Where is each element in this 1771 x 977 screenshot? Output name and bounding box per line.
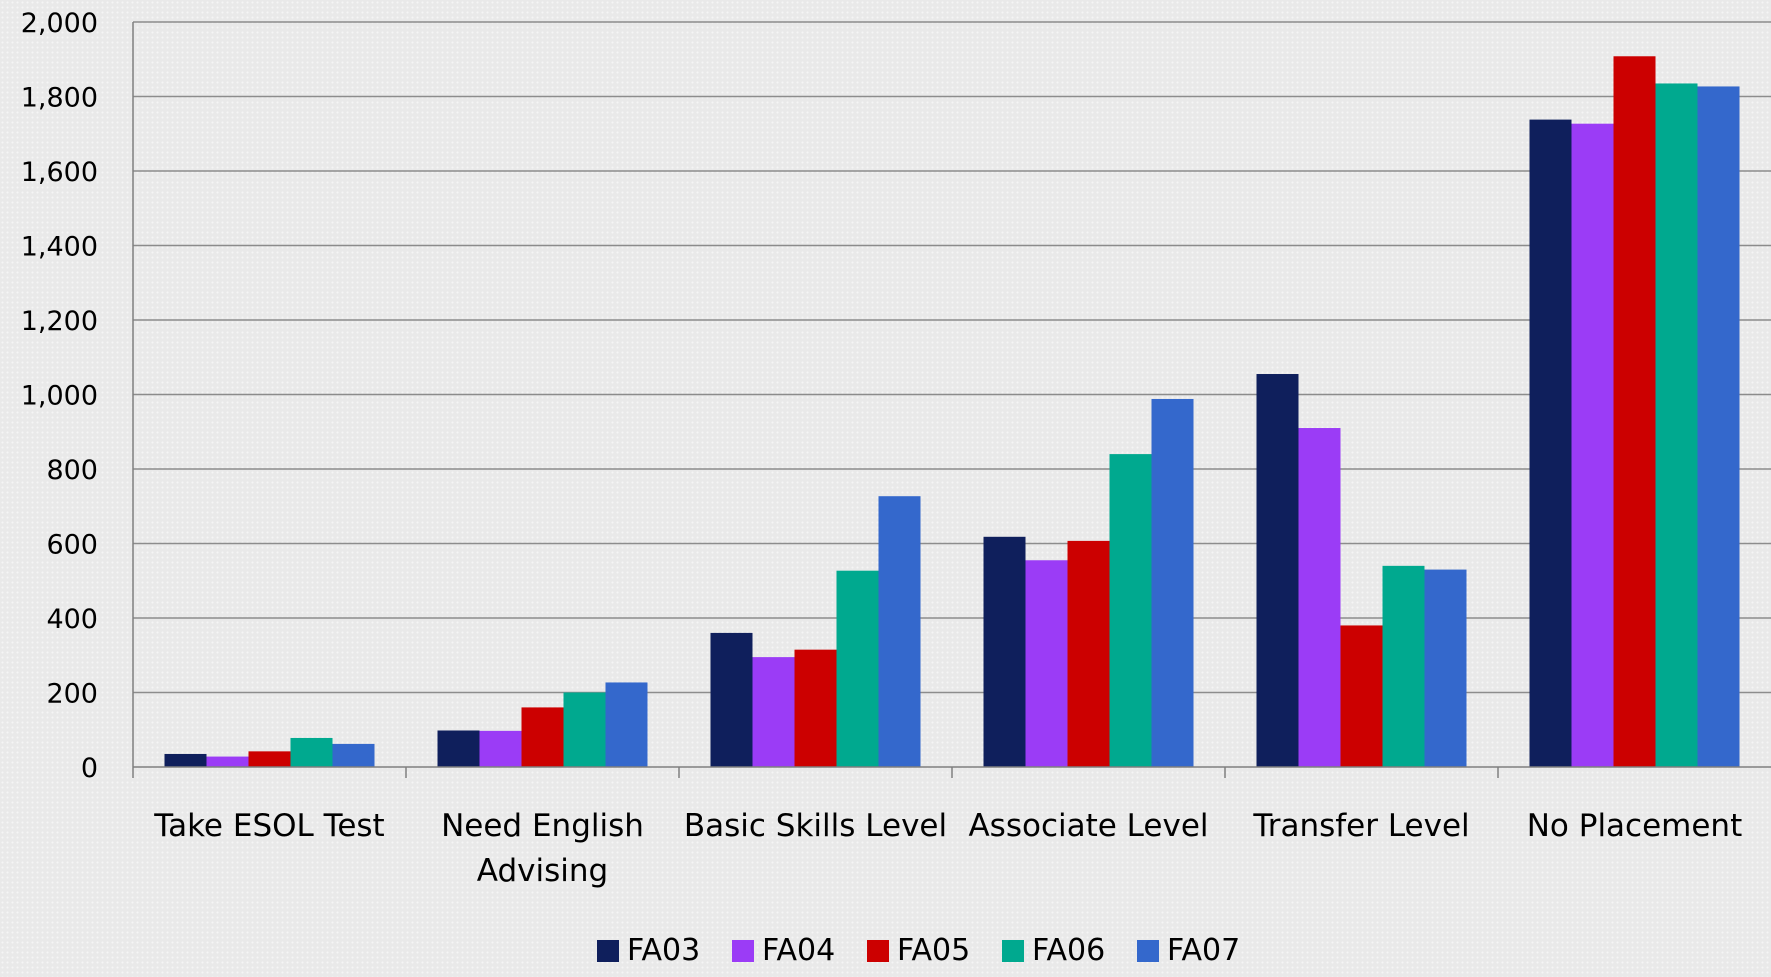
legend-swatch-fa03 [597,940,619,962]
x-tick-label: Need English [441,808,644,844]
x-tick-label: Associate Level [968,808,1208,844]
y-tick-label: 1,800 [21,83,98,114]
legend-label-fa04: FA04 [762,933,835,968]
y-tick-label: 200 [46,679,98,710]
bar-fa06 [1655,83,1698,767]
bar-fa04 [479,730,522,767]
x-tick-label: Advising [477,853,608,889]
y-tick-label: 1,600 [21,157,98,188]
legend-label-fa06: FA06 [1032,933,1105,968]
x-tick-label: Take ESOL Test [153,808,384,844]
bar-fa06 [1382,565,1425,767]
y-tick-label: 800 [46,455,98,486]
legend-label-fa07: FA07 [1167,933,1240,968]
bar-fa04 [1025,560,1068,767]
bars [164,56,1740,768]
y-tick-label: 1,200 [21,306,98,337]
bar-fa07 [1151,398,1194,767]
legend: FA03 FA04 FA05 FA06 FA07 [597,933,1240,968]
x-tick-label: No Placement [1527,808,1743,844]
x-axis-labels: Take ESOL Test Need English Advising Basic … [153,808,1742,889]
y-tick-label: 2,000 [21,8,98,39]
bar-fa05 [1340,625,1383,767]
y-tick-label: 0 [81,753,98,784]
bar-fa06 [1109,454,1152,767]
bar-fa06 [836,570,879,767]
y-tick-label: 400 [46,604,98,635]
legend-swatch-fa07 [1137,940,1159,962]
bar-fa07 [878,496,921,767]
legend-swatch-fa04 [732,940,754,962]
bar-fa04 [752,657,795,767]
legend-swatch-fa05 [867,940,889,962]
bar-fa05 [794,649,837,767]
y-tick-label: 1,000 [21,381,98,412]
bar-fa03 [710,632,753,767]
legend-label-fa03: FA03 [627,933,700,968]
bar-fa05 [1067,540,1110,767]
gridlines [133,21,1771,694]
bar-fa06 [563,692,606,767]
y-tick-label: 1,400 [21,232,98,263]
bar-fa03 [983,536,1026,767]
bar-fa05 [521,707,564,767]
y-axis-ticks: 0 200 400 600 800 1,000 1,200 1,400 1,600 1,800 2,… [21,8,98,784]
bar-fa03 [1529,119,1572,768]
legend-swatch-fa06 [1002,940,1024,962]
legend-label-fa05: FA05 [897,933,970,968]
bar-fa07 [1697,86,1740,767]
bar-fa04 [1571,123,1614,767]
bar-fa05 [1613,56,1656,767]
bar-fa06 [290,737,333,767]
y-tick-label: 600 [46,530,98,561]
bar-fa04 [1298,428,1341,767]
axes [132,22,1771,778]
bar-fa07 [332,743,375,767]
bar-fa03 [164,753,207,767]
bar-fa05 [248,751,291,767]
x-tick-label: Transfer Level [1252,808,1469,844]
bar-fa07 [1424,569,1467,767]
bar-fa03 [1256,374,1299,767]
bar-fa03 [437,730,480,767]
x-tick-label: Basic Skills Level [684,808,947,844]
bar-fa07 [605,682,648,767]
bar-fa04 [206,756,249,767]
